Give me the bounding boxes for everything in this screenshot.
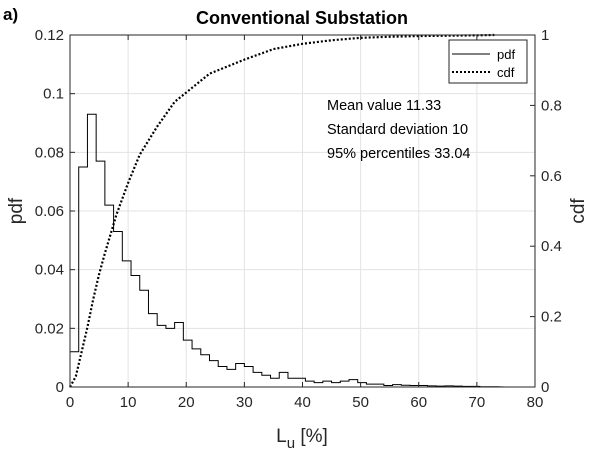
plot-area <box>69 33 506 388</box>
y-axis-label-right: cdf <box>568 198 589 224</box>
y-tick-label-right: 1 <box>541 27 549 44</box>
x-axis-label-main: L <box>276 426 287 447</box>
legend-box <box>448 39 528 84</box>
legend-cdf-label: cdf <box>497 65 515 80</box>
x-tick-label: 40 <box>294 394 311 411</box>
y-tick-label-left: 0.04 <box>35 262 64 279</box>
y-tick-label-left: 0 <box>56 379 64 396</box>
y-tick-label-left: 0.12 <box>35 27 64 44</box>
annotation-percentile: 95% percentiles 33.04 <box>327 146 471 162</box>
x-tick-label: 60 <box>410 394 427 411</box>
y-tick-label-left: 0.06 <box>35 203 64 220</box>
x-axis-label-subscript: u <box>287 435 295 450</box>
y-tick-label-right: 0.6 <box>541 168 562 185</box>
pdf-histogram <box>69 113 506 388</box>
x-tick-label: 0 <box>66 394 74 411</box>
y-tick-label-right: 0.4 <box>541 238 562 255</box>
y-tick-label-left: 0.02 <box>35 320 64 337</box>
grid <box>70 35 535 387</box>
y-tick-label-right: 0 <box>541 379 549 396</box>
annotation-mean: Mean value 11.33 <box>327 98 441 114</box>
x-tick-label: 20 <box>178 394 195 411</box>
x-axis-label: Lu [%] <box>276 426 328 450</box>
y-tick-label-right: 0.2 <box>541 309 562 326</box>
y-tick-label-left: 0.1 <box>43 86 64 103</box>
y-tick-label-right: 0.8 <box>541 97 562 114</box>
axes: 0 10 20 30 40 50 60 70 8000.020.040.060.080.10.1… <box>35 27 562 411</box>
statistics-annotations: Mean value 11.33 Standard deviation 10 9… <box>327 98 471 162</box>
legend-pdf-label: pdf <box>497 47 515 62</box>
x-tick-label: 80 <box>527 394 544 411</box>
x-tick-label: 30 <box>236 394 253 411</box>
legend: pdf cdf <box>448 39 528 84</box>
y-tick-label-left: 0.08 <box>35 144 64 161</box>
x-tick-label: 10 <box>120 394 137 411</box>
x-tick-label: 50 <box>352 394 369 411</box>
panel-label: a) <box>3 5 18 24</box>
y-axis-label-left: pdf <box>6 197 27 224</box>
x-axis-label-unit: [%] <box>295 426 328 447</box>
cdf-line <box>69 33 495 388</box>
x-tick-label: 70 <box>469 394 486 411</box>
annotation-std: Standard deviation 10 <box>327 122 468 138</box>
chart-title: Conventional Substation <box>196 8 408 28</box>
